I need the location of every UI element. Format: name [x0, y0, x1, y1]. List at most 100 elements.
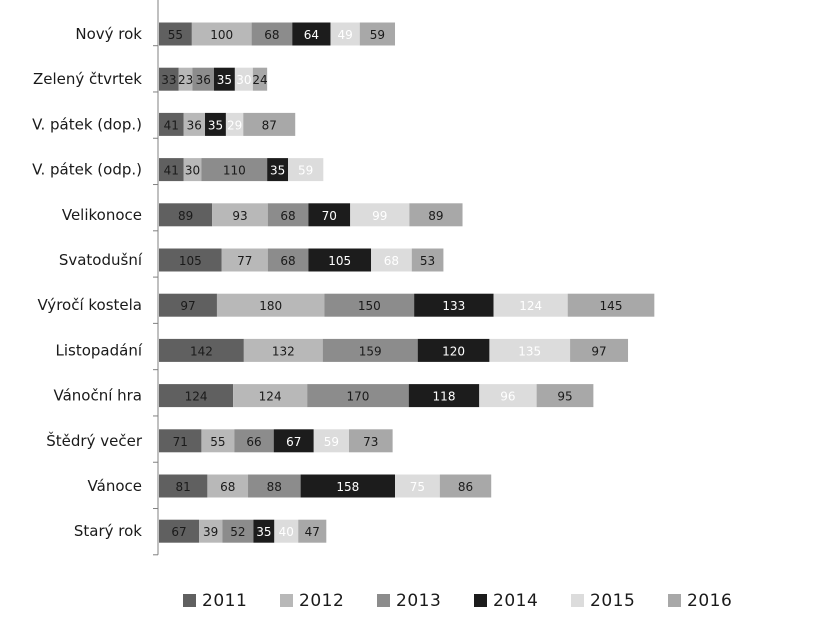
- bar-segment-2015: [313, 429, 350, 453]
- data-label: 67: [286, 435, 301, 449]
- category-label: Štědrý večer: [46, 431, 143, 450]
- legend-swatch-2014: [474, 594, 487, 607]
- data-label: 93: [232, 209, 247, 223]
- data-label: 87: [262, 118, 277, 132]
- bar-segment-2014: [213, 67, 235, 91]
- data-label: 118: [433, 390, 456, 404]
- bar-segment-2011: [159, 293, 217, 317]
- data-label: 180: [259, 299, 282, 313]
- data-label: 105: [179, 254, 202, 268]
- data-label: 97: [180, 299, 195, 313]
- bar-segment-2013: [267, 203, 309, 227]
- data-label: 64: [304, 28, 319, 42]
- legend-swatch-2015: [571, 594, 584, 607]
- bar-segment-2014: [273, 429, 314, 453]
- legend-label: 2011: [202, 591, 247, 611]
- legend-swatch-2013: [377, 594, 390, 607]
- bar-segment-2016: [409, 203, 463, 227]
- bar-segment-2015: [395, 474, 440, 498]
- bar-segment-2011: [159, 338, 244, 362]
- bar-segment-2011: [159, 67, 179, 91]
- data-label: 33: [161, 73, 176, 87]
- data-label: 30: [236, 73, 251, 87]
- bar-segment-2012: [191, 22, 252, 46]
- bar-segment-2012: [183, 158, 202, 182]
- data-label: 145: [600, 299, 623, 313]
- data-label: 39: [203, 525, 218, 539]
- data-label: 41: [164, 118, 179, 132]
- bar-segment-2015: [493, 293, 568, 317]
- bar-segment-2016: [349, 429, 393, 453]
- bar-segment-2015: [234, 67, 253, 91]
- bar-segment-2014: [417, 338, 490, 362]
- data-label: 49: [337, 28, 352, 42]
- bar-segment-2013: [307, 384, 409, 408]
- category-label: Vánoce: [88, 477, 142, 495]
- bar-segment-2011: [159, 384, 234, 408]
- bar-segment-2011: [159, 158, 184, 182]
- bar-segment-2016: [411, 248, 444, 272]
- data-label: 99: [372, 209, 387, 223]
- data-label: 120: [442, 344, 465, 358]
- data-label: 97: [591, 344, 606, 358]
- data-label: 68: [220, 480, 235, 494]
- data-label: 55: [210, 435, 225, 449]
- bar-segment-2015: [489, 338, 571, 362]
- data-label: 41: [164, 164, 179, 178]
- bar-segment-2011: [159, 112, 184, 136]
- data-label: 35: [270, 164, 285, 178]
- data-label: 70: [322, 209, 337, 223]
- data-label: 95: [557, 390, 572, 404]
- bar-segment-2014: [205, 112, 226, 136]
- bar-segment-2014: [414, 293, 494, 317]
- data-label: 36: [196, 73, 211, 87]
- data-label: 55: [168, 28, 183, 42]
- data-label: 150: [358, 299, 381, 313]
- bar-segment-2011: [159, 429, 202, 453]
- bar-segment-2013: [324, 293, 415, 317]
- data-label: 100: [210, 28, 233, 42]
- bar-segment-2013: [322, 338, 418, 362]
- legend-swatch-2011: [183, 594, 196, 607]
- bar-segment-2014: [253, 519, 275, 543]
- data-label: 67: [171, 525, 186, 539]
- data-label: 73: [363, 435, 378, 449]
- bar-segment-2013: [222, 519, 254, 543]
- bar-segment-2013: [234, 429, 274, 453]
- data-label: 124: [185, 390, 208, 404]
- data-label: 142: [190, 344, 213, 358]
- data-label: 110: [223, 164, 246, 178]
- bar-segment-2012: [233, 384, 308, 408]
- data-label: 52: [230, 525, 245, 539]
- bar-segment-2011: [159, 248, 222, 272]
- bar-segment-2012: [243, 338, 323, 362]
- data-label: 23: [178, 73, 193, 87]
- data-label: 35: [256, 525, 271, 539]
- data-label: 88: [267, 480, 282, 494]
- bar-segment-2013: [201, 158, 268, 182]
- category-label: Nový rok: [75, 25, 142, 43]
- bar-segment-2012: [216, 293, 325, 317]
- category-label: V. pátek (odp.): [32, 161, 142, 179]
- data-label: 170: [347, 390, 370, 404]
- data-label: 59: [324, 435, 339, 449]
- bar-segment-2012: [207, 474, 249, 498]
- data-label: 159: [359, 344, 382, 358]
- data-label: 132: [272, 344, 295, 358]
- bar-segment-2014: [308, 203, 351, 227]
- bar-segment-2013: [248, 474, 301, 498]
- bar-segment-2016: [252, 67, 268, 91]
- bar-segment-2015: [479, 384, 537, 408]
- data-label: 29: [227, 118, 242, 132]
- category-label: Starý rok: [74, 522, 142, 540]
- bar-segment-2011: [159, 474, 208, 498]
- bar-segment-2015: [371, 248, 412, 272]
- data-label: 24: [252, 73, 267, 87]
- data-label: 68: [384, 254, 399, 268]
- data-label: 68: [264, 28, 279, 42]
- bar-segment-2015: [274, 519, 299, 543]
- data-label: 36: [187, 118, 202, 132]
- bar-segment-2013: [251, 22, 293, 46]
- data-label: 68: [280, 209, 295, 223]
